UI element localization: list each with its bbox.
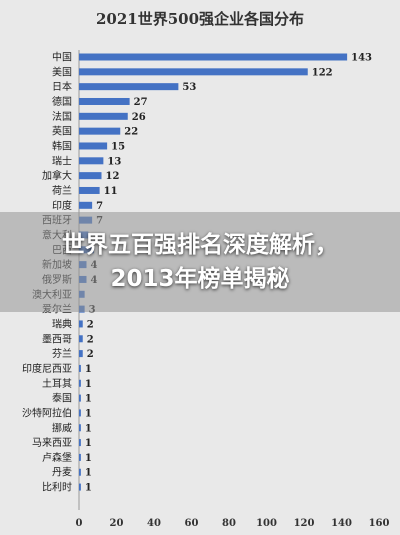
- x-tick-label: 160: [369, 518, 390, 529]
- bar: [79, 186, 100, 194]
- x-tick-label: 120: [294, 518, 315, 529]
- category-label: 卢森堡: [42, 451, 72, 464]
- chart-title: 2021世界500强企业各国分布: [96, 10, 304, 28]
- value-label: 122: [312, 67, 333, 78]
- value-label: 1: [85, 438, 92, 449]
- headline-text: 世界五百强排名深度解析，2013年榜单揭秘: [62, 232, 338, 292]
- category-label: 瑞典: [52, 317, 72, 330]
- category-label: 印度尼西亚: [22, 362, 72, 375]
- category-label: 中国: [52, 51, 72, 64]
- value-label: 143: [351, 53, 372, 64]
- x-tick-label: 80: [222, 518, 236, 529]
- category-label: 土耳其: [42, 377, 72, 390]
- value-label: 11: [104, 186, 118, 197]
- bar: [79, 53, 348, 61]
- value-label: 7: [96, 201, 103, 212]
- category-label: 马来西亚: [32, 437, 72, 449]
- bar: [79, 409, 81, 417]
- value-label: 1: [85, 408, 92, 419]
- value-label: 2: [87, 349, 94, 360]
- bar: [79, 364, 81, 372]
- bar: [79, 335, 83, 343]
- category-label: 沙特阿拉伯: [22, 406, 72, 419]
- x-tick-label: 140: [331, 518, 352, 529]
- value-label: 15: [111, 141, 125, 152]
- value-label: 26: [132, 112, 146, 123]
- value-label: 1: [85, 379, 92, 390]
- category-label: 日本: [52, 80, 72, 93]
- bar: [79, 112, 128, 120]
- category-label: 加拿大: [42, 169, 72, 182]
- bar: [79, 350, 83, 358]
- bar: [79, 468, 81, 476]
- category-label: 墨西哥: [42, 333, 72, 345]
- bar: [79, 379, 81, 387]
- bar: [79, 172, 102, 180]
- bar: [79, 439, 81, 447]
- value-label: 1: [85, 423, 92, 434]
- value-label: 2: [87, 334, 94, 345]
- bar: [79, 394, 81, 402]
- value-label: 1: [85, 483, 92, 494]
- bar: [79, 483, 81, 491]
- category-label: 韩国: [52, 139, 72, 152]
- bar: [79, 68, 308, 76]
- value-label: 1: [85, 364, 92, 375]
- x-tick-label: 0: [76, 518, 83, 529]
- category-label: 德国: [52, 95, 72, 108]
- category-label: 比利时: [42, 482, 72, 494]
- x-tick-label: 40: [147, 518, 161, 529]
- value-label: 27: [134, 97, 148, 108]
- category-label: 法国: [52, 110, 72, 123]
- bar: [79, 424, 81, 432]
- bar: [79, 127, 121, 135]
- value-label: 1: [85, 453, 92, 464]
- value-label: 2: [87, 319, 94, 330]
- value-label: 1: [85, 394, 92, 405]
- bar: [79, 97, 130, 105]
- bar: [79, 453, 81, 461]
- x-tick-label: 20: [110, 518, 124, 529]
- category-label: 美国: [52, 65, 72, 78]
- category-label: 挪威: [52, 421, 72, 434]
- bar: [79, 320, 83, 328]
- bar: [79, 83, 179, 91]
- category-label: 芬兰: [52, 347, 72, 360]
- bar: [79, 142, 108, 150]
- value-label: 13: [107, 156, 121, 167]
- bar: [79, 201, 93, 209]
- value-label: 53: [182, 82, 196, 93]
- value-label: 22: [124, 127, 138, 138]
- category-label: 泰国: [52, 392, 72, 405]
- category-label: 英国: [52, 125, 72, 138]
- category-label: 丹麦: [52, 467, 72, 479]
- bar: [79, 157, 104, 165]
- category-label: 荷兰: [52, 184, 72, 197]
- value-label: 1: [85, 468, 92, 479]
- x-tick-label: 100: [256, 518, 277, 529]
- x-tick-label: 60: [185, 518, 199, 529]
- category-label: 瑞士: [52, 154, 72, 167]
- value-label: 12: [106, 171, 120, 182]
- headline-banner: 世界五百强排名深度解析，2013年榜单揭秘: [0, 212, 400, 312]
- category-label: 印度: [52, 199, 72, 212]
